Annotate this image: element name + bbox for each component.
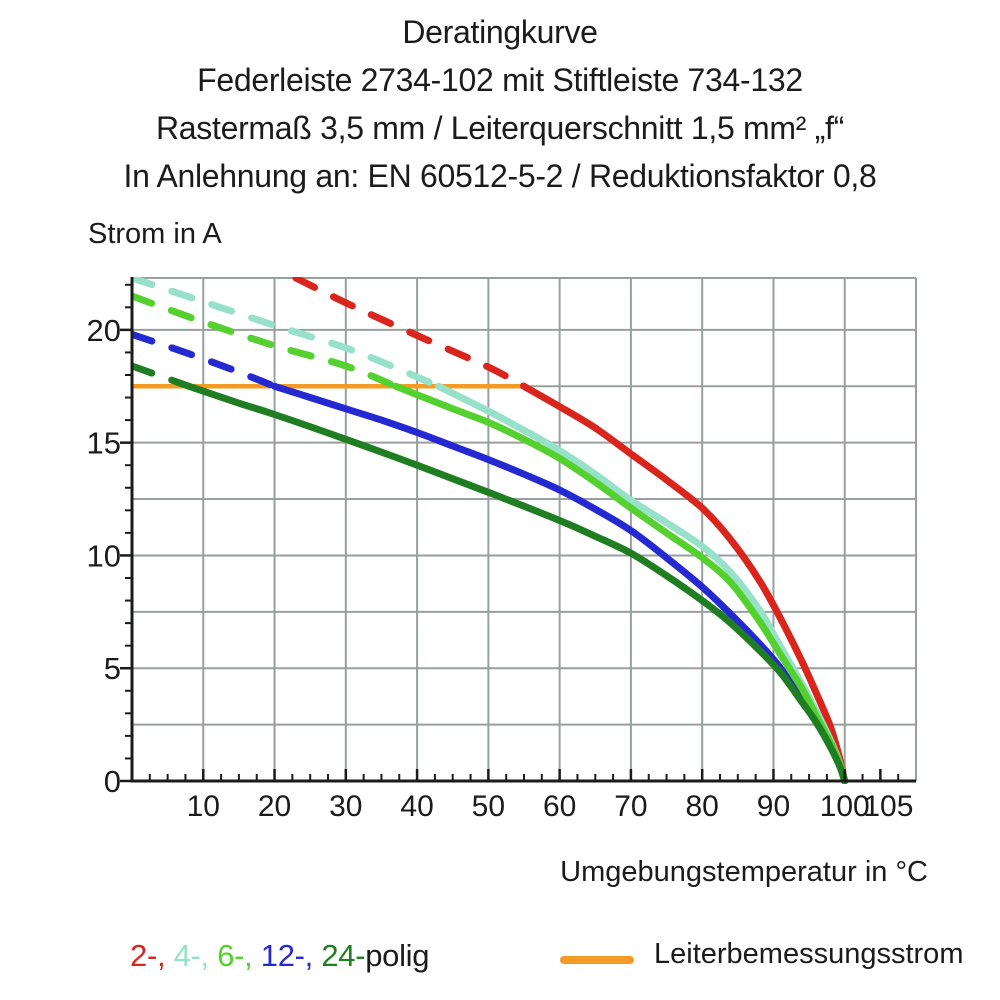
- x-tick-label: 100: [820, 790, 870, 823]
- gridlines: [132, 277, 917, 781]
- curves: [131, 277, 849, 784]
- legend-poles: 2-, 4-, 6-, 12-, 24-polig: [130, 938, 430, 974]
- legend-poles-segment-1: 4-,: [173, 938, 218, 973]
- y-tick-label: 10: [87, 538, 121, 573]
- y-tick-label: 15: [87, 426, 121, 461]
- legend-poles-segment-2: 6-,: [217, 938, 261, 973]
- title-line-1: Deratingkurve: [402, 14, 598, 50]
- x-tick-label: 70: [614, 790, 647, 823]
- curve-6-polig-dashed: [131, 292, 400, 390]
- title-line-3: Rastermaß 3,5 mm / Leiterquerschnitt 1,5…: [155, 110, 844, 146]
- curve-12-polig-dashed: [131, 330, 278, 390]
- y-tick-label: 0: [104, 764, 121, 799]
- axes: [130, 277, 916, 783]
- x-tick-label: 105: [863, 790, 913, 823]
- rated-current-line-swatch: [560, 956, 634, 964]
- curve-24-polig: [185, 382, 849, 784]
- x-axis-title: Umgebungstemperatur in °C: [560, 856, 928, 888]
- rated-current-label: Leiterbemessungsstrom: [654, 938, 964, 970]
- y-tick-label: 5: [104, 651, 121, 686]
- x-tick-label: 50: [472, 790, 505, 823]
- x-tick-label: 60: [543, 790, 576, 823]
- curve-2-polig-dashed: [292, 277, 528, 390]
- curve-4-polig-dashed: [131, 277, 442, 390]
- x-tick-label: 20: [258, 790, 291, 823]
- title-line-2: Federleiste 2734-102 mit Stiftleiste 734…: [197, 62, 803, 98]
- legend-poles-segment-3: 12-,: [260, 938, 322, 973]
- legend-poles-segment-4: 24-: [321, 938, 366, 973]
- x-tick-label: 40: [400, 790, 433, 823]
- curve-24-polig-dashed: [131, 362, 193, 390]
- x-tick-label: 10: [187, 790, 220, 823]
- y-tick-label: 20: [87, 313, 121, 348]
- x-tick-label: 90: [757, 790, 790, 823]
- chart-title-block: Deratingkurve Federleiste 2734-102 mit S…: [0, 8, 1000, 200]
- legend-poles-segment-5: polig: [365, 938, 430, 973]
- title-line-4: In Anlehnung an: EN 60512-5-2 / Reduktio…: [123, 158, 877, 194]
- ticks: [120, 283, 900, 783]
- curve-2-polig: [520, 382, 849, 784]
- legend-poles-segment-0: 2-,: [130, 938, 174, 973]
- x-tick-label: 30: [329, 790, 362, 823]
- x-tick-label: 80: [685, 790, 718, 823]
- y-axis-title: Strom in A: [88, 218, 222, 250]
- curve-4-polig: [435, 382, 849, 784]
